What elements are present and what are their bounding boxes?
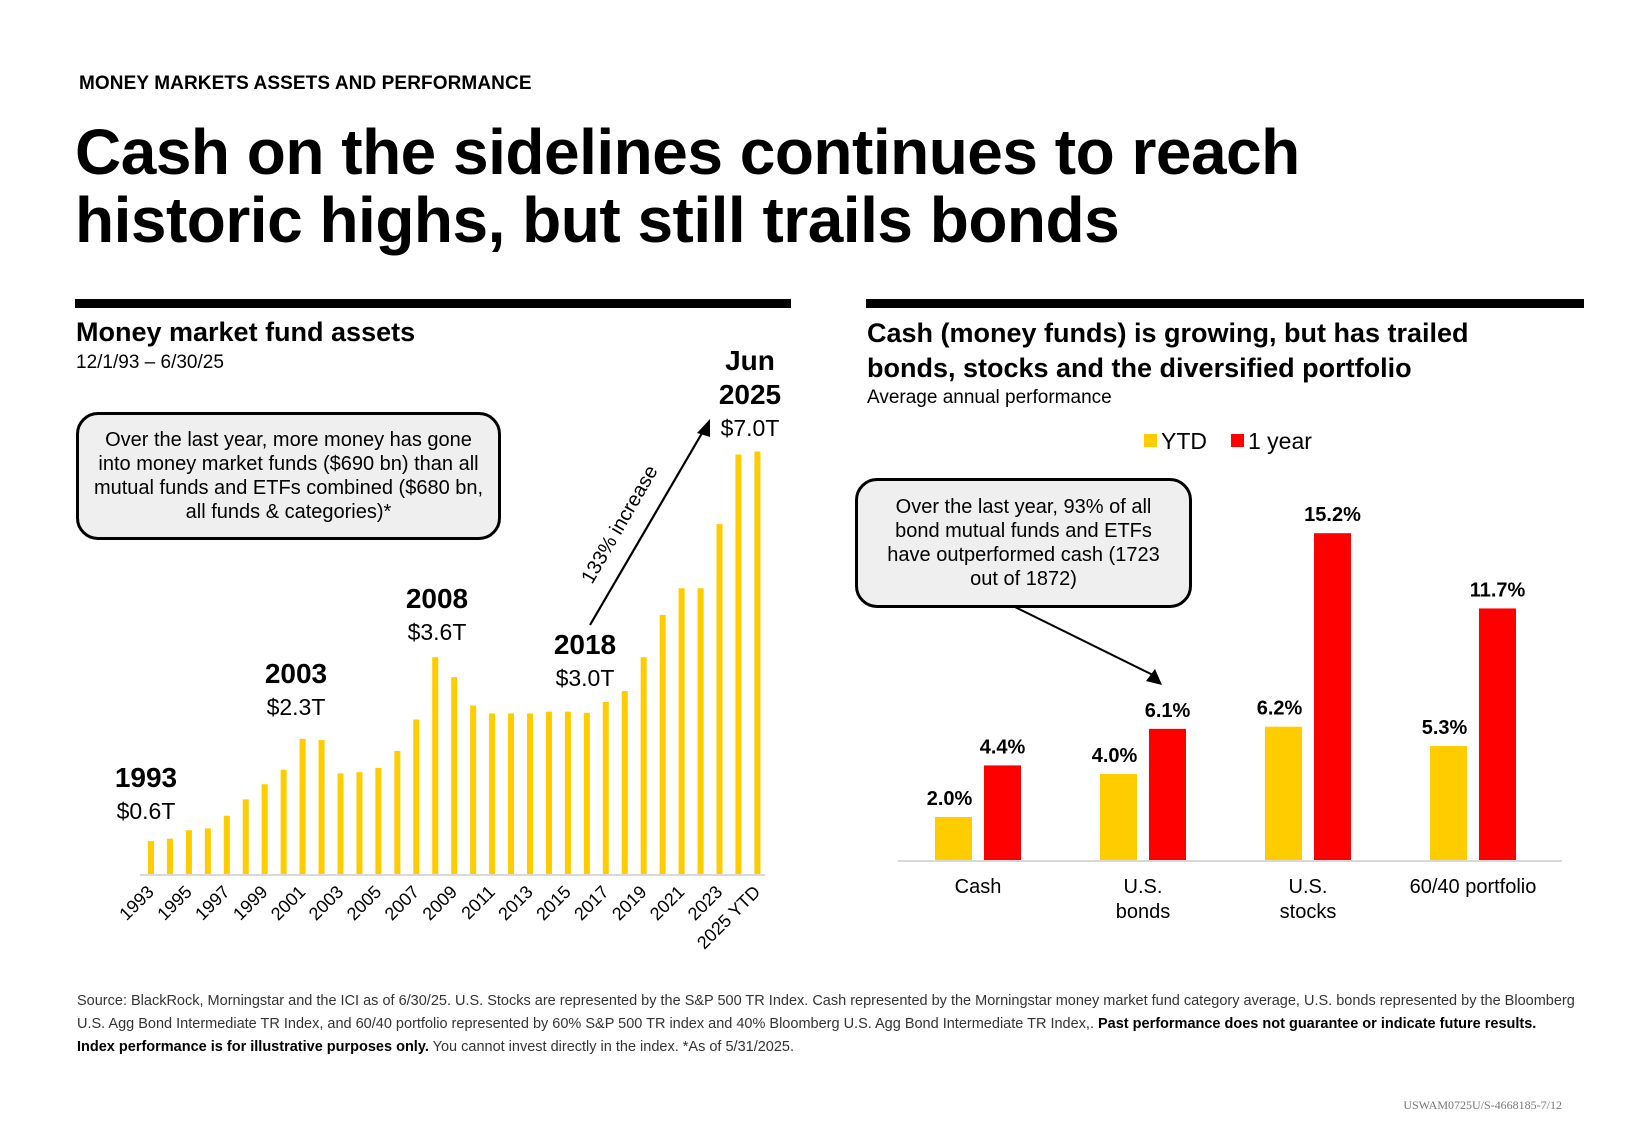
annotation-value: $0.6T [117,798,176,824]
left-panel-subtitle: 12/1/93 – 6/30/25 [76,352,224,373]
perf-data-label: 11.7% [1470,579,1526,601]
perf-bar-1-year-3 [1479,608,1516,860]
right-callout: Over the last year, 93% of all bond mutu… [855,478,1192,608]
mmf-bar-2020 [659,614,666,875]
mmf-bar-2013 [527,713,533,875]
perf-bar-ytd-3 [1430,746,1467,860]
mmf-bar-2010 [470,705,477,875]
perf-data-label: 4.0% [1092,745,1138,767]
headline: Cash on the sidelines continues to reach… [75,118,1525,254]
mmf-bar-1996 [204,828,211,875]
annotation-year: 2008 [406,583,468,614]
mmf-bar-2005 [375,767,382,875]
right-panel-title-line-1: Cash (money funds) is growing, but has t… [867,318,1469,348]
perf-bar-ytd-2 [1265,726,1302,860]
footnote-source: Source: BlackRock, Morningstar and the I… [77,993,1575,1032]
mmf-bar-1997 [223,815,230,875]
mmf-bar-2003 [337,773,344,875]
left-panel-rule [75,299,791,308]
mmf-bar-2018 [621,691,628,875]
mmf-bar-2021 [678,588,685,875]
annotation-value: $7.0T [721,415,780,441]
perf-category-label: stocks [1280,901,1337,923]
perf-bar-1-year-2 [1314,533,1351,860]
annotation-value: $3.6T [408,619,467,645]
annotation-year: 2018 [554,629,616,660]
legend-swatch-ytd [1144,434,1157,447]
mmf-bar-2009 [451,677,458,875]
mmf-bar-1999 [261,784,268,875]
mmf-bar-2024 [735,454,742,875]
mmf-bar-2012 [508,713,515,875]
mmf-bar-2014 [545,711,552,875]
mmf-bar-2004 [356,772,363,875]
mmf-bar-2001 [299,738,306,875]
perf-data-label: 15.2% [1304,504,1361,526]
right-panel-rule [866,299,1584,308]
headline-line-2: historic highs, but still trails bonds [75,184,1120,256]
perf-category-label: bonds [1116,901,1171,923]
document-code: USWAM0725U/S-4668185-7/12 [1403,1098,1562,1112]
mmf-bar-2025-YTD [754,451,761,875]
kicker: MONEY MARKETS ASSETS AND PERFORMANCE [79,73,532,94]
callout-arrow [1014,606,1162,685]
mmf-bar-1995 [185,830,192,875]
mmf-bar-1994 [166,838,173,875]
perf-data-label: 6.2% [1257,698,1303,720]
perf-data-label: 2.0% [927,788,973,810]
footnote: Source: BlackRock, Morningstar and the I… [77,990,1577,1059]
mmf-bar-2000 [280,769,287,875]
annotation-year: 1993 [115,762,177,793]
perf-data-label: 5.3% [1422,717,1468,739]
mmf-bar-2002 [318,740,325,875]
perf-category-label: Cash [955,876,1002,898]
mmf-bar-2006 [394,750,401,875]
left-panel-title: Money market fund assets [76,317,416,347]
mmf-bar-2019 [640,657,647,875]
mmf-bar-2022 [697,588,704,875]
annotation-value: $2.3T [267,694,326,720]
mmf-bar-2016 [583,712,590,875]
right-panel-title: Cash (money funds) is growing, but has t… [867,316,1469,386]
increase-arrow [589,419,710,626]
left-callout: Over the last year, more money has gone … [76,412,501,540]
perf-bar-ytd-0 [935,817,972,860]
perf-category-label: U.S. [1289,876,1328,898]
annotation-year: 2003 [265,658,327,689]
mmf-bar-1993 [148,841,154,875]
perf-bar-ytd-1 [1100,774,1137,860]
perf-category-label: U.S. [1124,876,1163,898]
mmf-bar-1998 [242,799,249,875]
right-panel-title-line-2: bonds, stocks and the diversified portfo… [867,353,1412,383]
annotation-value: $3.0T [556,665,615,691]
perf-data-label: 6.1% [1145,700,1191,722]
headline-line-1: Cash on the sidelines continues to reach [75,116,1300,188]
right-panel-subtitle: Average annual performance [867,387,1112,408]
footnote-disclaimer: Past performance does not guarantee or i… [77,1016,1537,1055]
annotation-year: 2025 [719,379,781,410]
mmf-bar-2008 [432,657,439,875]
perf-data-label: 4.4% [980,736,1026,758]
mmf-bar-2007 [413,719,420,875]
legend-label: YTD [1161,428,1207,454]
perf-bar-1-year-0 [984,765,1021,860]
perf-bar-1-year-1 [1149,728,1186,860]
annotation-year: Jun [725,345,775,376]
mmf-bar-2023 [716,524,723,875]
footnote-tail: You cannot invest directly in the index.… [428,1039,795,1055]
mmf-bar-2017 [602,701,609,875]
mmf-bar-2011 [489,713,496,875]
perf-category-label: 60/40 portfolio [1410,876,1537,898]
mmf-bar-2015 [564,711,571,875]
legend-swatch-1-year [1231,434,1244,447]
legend-label: 1 year [1248,428,1312,454]
